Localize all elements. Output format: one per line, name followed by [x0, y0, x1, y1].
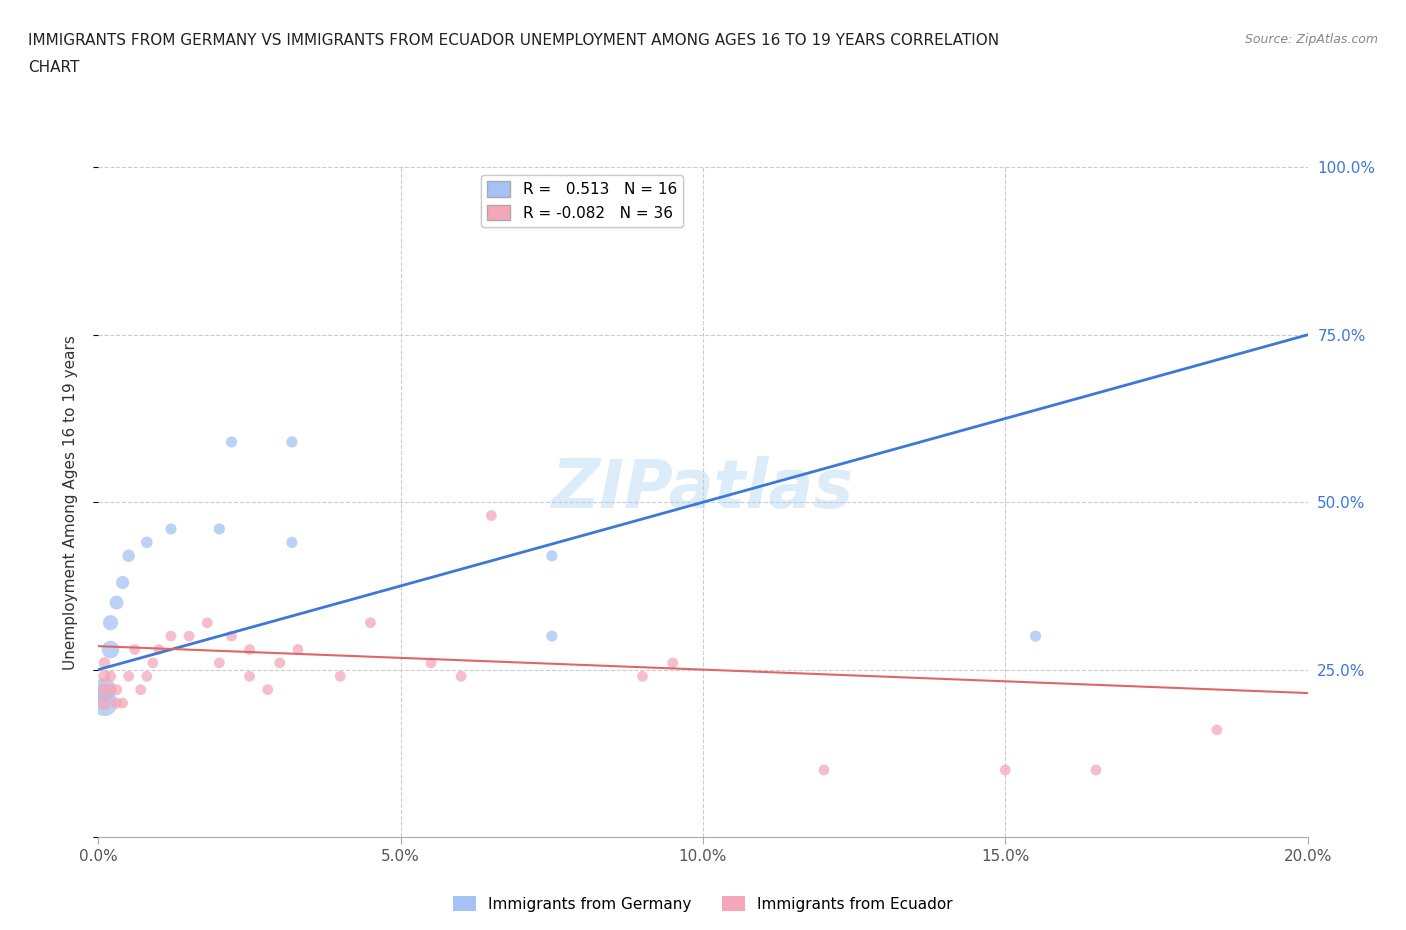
- Legend: R =   0.513   N = 16, R = -0.082   N = 36: R = 0.513 N = 16, R = -0.082 N = 36: [481, 175, 683, 227]
- Point: [160, 522, 183, 537]
- Point: [124, 642, 146, 657]
- Point: [208, 656, 231, 671]
- Point: [111, 696, 134, 711]
- Point: [105, 683, 128, 698]
- Point: [631, 669, 654, 684]
- Point: [179, 629, 201, 644]
- Point: [1085, 763, 1108, 777]
- Point: [93, 683, 115, 698]
- Point: [813, 763, 835, 777]
- Point: [269, 656, 291, 671]
- Point: [329, 669, 352, 684]
- Point: [208, 522, 231, 537]
- Legend: Immigrants from Germany, Immigrants from Ecuador: Immigrants from Germany, Immigrants from…: [447, 889, 959, 918]
- Text: Source: ZipAtlas.com: Source: ZipAtlas.com: [1244, 33, 1378, 46]
- Point: [221, 434, 243, 449]
- Point: [93, 696, 115, 711]
- Text: CHART: CHART: [28, 60, 80, 75]
- Point: [287, 642, 309, 657]
- Point: [118, 669, 141, 684]
- Point: [420, 656, 443, 671]
- Point: [148, 642, 170, 657]
- Point: [195, 616, 218, 631]
- Point: [93, 656, 115, 671]
- Text: IMMIGRANTS FROM GERMANY VS IMMIGRANTS FROM ECUADOR UNEMPLOYMENT AMONG AGES 16 TO: IMMIGRANTS FROM GERMANY VS IMMIGRANTS FR…: [28, 33, 1000, 47]
- Point: [100, 616, 122, 631]
- Point: [93, 683, 115, 698]
- Point: [93, 696, 115, 711]
- Point: [281, 434, 304, 449]
- Point: [239, 669, 262, 684]
- Point: [111, 575, 134, 590]
- Point: [105, 595, 128, 610]
- Point: [481, 508, 503, 523]
- Point: [360, 616, 382, 631]
- Point: [135, 535, 157, 550]
- Point: [221, 629, 243, 644]
- Point: [100, 683, 122, 698]
- Point: [994, 763, 1017, 777]
- Point: [239, 642, 262, 657]
- Point: [1024, 629, 1046, 644]
- Point: [281, 535, 304, 550]
- Point: [1206, 723, 1229, 737]
- Point: [540, 549, 562, 564]
- Point: [118, 549, 141, 564]
- Point: [93, 669, 115, 684]
- Point: [135, 669, 157, 684]
- Point: [100, 669, 122, 684]
- Text: ZIPatlas: ZIPatlas: [553, 456, 853, 522]
- Point: [142, 656, 165, 671]
- Point: [450, 669, 472, 684]
- Point: [256, 683, 278, 698]
- Point: [100, 642, 122, 657]
- Point: [540, 629, 562, 644]
- Y-axis label: Unemployment Among Ages 16 to 19 years: Unemployment Among Ages 16 to 19 years: [63, 335, 77, 670]
- Point: [129, 683, 152, 698]
- Point: [160, 629, 183, 644]
- Point: [661, 656, 683, 671]
- Point: [105, 696, 128, 711]
